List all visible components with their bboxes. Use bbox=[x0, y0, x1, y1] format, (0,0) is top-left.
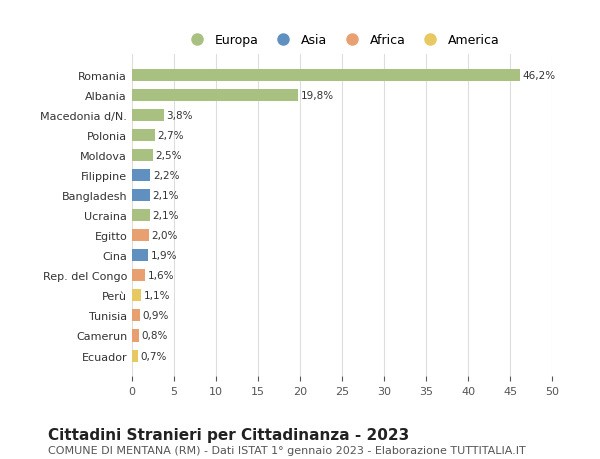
Bar bbox=[132, 130, 155, 142]
Bar bbox=[132, 250, 148, 262]
Bar bbox=[132, 310, 140, 322]
Bar bbox=[132, 210, 149, 222]
Text: 2,7%: 2,7% bbox=[157, 131, 184, 141]
Text: 3,8%: 3,8% bbox=[166, 111, 193, 121]
Text: 0,8%: 0,8% bbox=[141, 331, 167, 341]
Legend: Europa, Asia, Africa, America: Europa, Asia, Africa, America bbox=[179, 29, 505, 52]
Text: 1,9%: 1,9% bbox=[151, 251, 177, 261]
Text: 0,9%: 0,9% bbox=[142, 311, 169, 321]
Bar bbox=[132, 330, 139, 342]
Bar bbox=[132, 190, 149, 202]
Text: Cittadini Stranieri per Cittadinanza - 2023: Cittadini Stranieri per Cittadinanza - 2… bbox=[48, 427, 409, 442]
Text: COMUNE DI MENTANA (RM) - Dati ISTAT 1° gennaio 2023 - Elaborazione TUTTITALIA.IT: COMUNE DI MENTANA (RM) - Dati ISTAT 1° g… bbox=[48, 445, 526, 455]
Bar bbox=[132, 270, 145, 282]
Bar bbox=[132, 230, 149, 242]
Text: 2,2%: 2,2% bbox=[153, 171, 179, 181]
Text: 46,2%: 46,2% bbox=[523, 71, 556, 81]
Text: 0,7%: 0,7% bbox=[140, 351, 167, 361]
Text: 2,5%: 2,5% bbox=[155, 151, 182, 161]
Bar bbox=[132, 70, 520, 82]
Bar bbox=[132, 110, 164, 122]
Text: 2,0%: 2,0% bbox=[151, 231, 178, 241]
Text: 1,6%: 1,6% bbox=[148, 271, 175, 281]
Text: 2,1%: 2,1% bbox=[152, 191, 179, 201]
Text: 1,1%: 1,1% bbox=[144, 291, 170, 301]
Bar bbox=[132, 170, 151, 182]
Bar bbox=[132, 90, 298, 102]
Text: 19,8%: 19,8% bbox=[301, 91, 334, 101]
Bar bbox=[132, 290, 141, 302]
Text: 2,1%: 2,1% bbox=[152, 211, 179, 221]
Bar bbox=[132, 150, 153, 162]
Bar bbox=[132, 350, 138, 362]
